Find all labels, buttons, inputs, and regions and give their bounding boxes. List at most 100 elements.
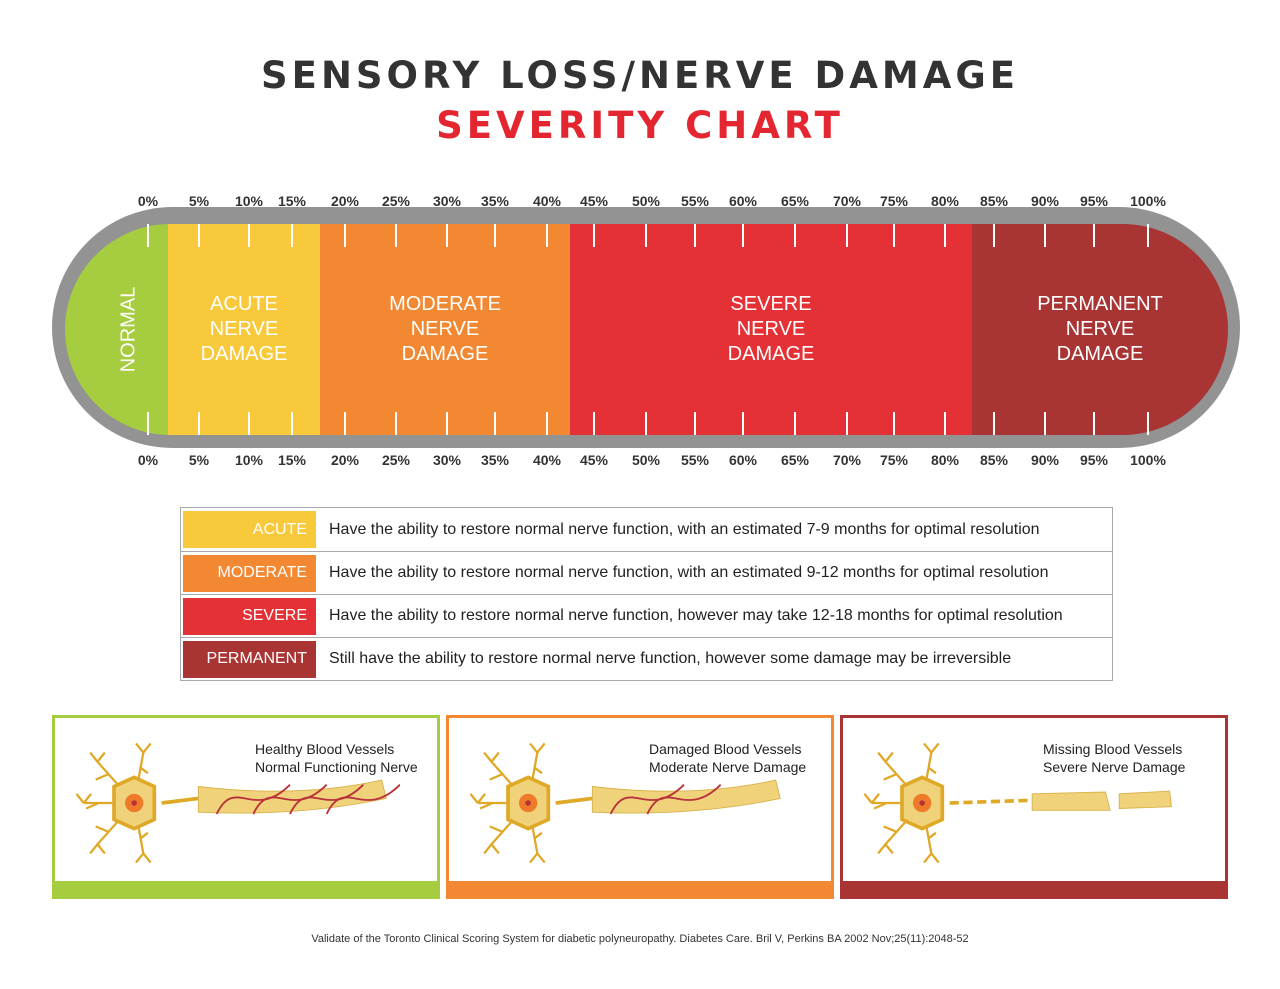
tick-label: 95% (1079, 193, 1109, 209)
tick-label: 70% (832, 193, 862, 209)
tick-mark (694, 224, 696, 247)
panel-caption-line1: Missing Blood Vessels (1043, 741, 1183, 757)
panel-caption-line2: Moderate Nerve Damage (649, 759, 807, 775)
neuron-illustration (469, 742, 781, 864)
nerve-panel: Healthy Blood Vessels Normal Functioning … (52, 715, 440, 899)
tick-mark (446, 412, 448, 435)
tick-mark (395, 224, 397, 247)
tick-label: 95% (1079, 452, 1109, 468)
tick-label: 65% (780, 193, 810, 209)
tick-label: 30% (432, 452, 462, 468)
segment-permanent: PERMANENT NERVE DAMAGE (972, 224, 1228, 435)
legend-label: ACUTE (183, 511, 316, 548)
legend-description: Have the ability to restore normal nerve… (329, 564, 1049, 581)
tick-label: 100% (1130, 452, 1166, 468)
tick-label: 0% (137, 452, 159, 468)
tick-label: 10% (234, 452, 264, 468)
legend-description: Still have the ability to restore normal… (329, 650, 1012, 667)
tick-mark (846, 412, 848, 435)
tick-label: 90% (1030, 193, 1060, 209)
tick-label: 60% (728, 452, 758, 468)
panel-caption: Missing Blood Vessels Severe Nerve Damage (1043, 740, 1185, 776)
tick-mark (742, 412, 744, 435)
panel-caption: Healthy Blood Vessels Normal Functioning … (255, 740, 418, 776)
tick-label: 45% (579, 452, 609, 468)
tick-label: 50% (631, 193, 661, 209)
panel-caption-line1: Healthy Blood Vessels (255, 741, 395, 757)
nerve-panel: Damaged Blood Vessels Moderate Nerve Dama… (446, 715, 834, 899)
panel-color-bar (52, 881, 440, 899)
neuron-illustration (863, 742, 1173, 864)
tick-mark (198, 224, 200, 247)
legend-row: ACUTE Have the ability to restore normal … (181, 508, 1112, 551)
tick-mark (546, 224, 548, 247)
legend-row: SEVERE Have the ability to restore normal… (181, 594, 1112, 637)
tick-label: 15% (277, 193, 307, 209)
tick-mark (993, 224, 995, 247)
severity-segments: NORMAL ACUTE NERVE DAMAGE MODERATE NERVE D… (65, 224, 1228, 435)
tick-mark (291, 224, 293, 247)
panel-caption-line1: Damaged Blood Vessels (649, 741, 802, 757)
legend-label: PERMANENT (183, 640, 316, 678)
tick-label: 90% (1030, 452, 1060, 468)
tick-mark (1147, 224, 1149, 247)
tick-mark (794, 224, 796, 247)
tick-mark (344, 412, 346, 435)
tick-label: 0% (137, 193, 159, 209)
tick-label: 55% (680, 452, 710, 468)
tick-label: 75% (879, 452, 909, 468)
tick-label: 20% (330, 193, 360, 209)
segment-normal: NORMAL (65, 224, 168, 435)
tick-mark (944, 412, 946, 435)
segment-label: NORMAL (117, 286, 140, 373)
tick-label: 100% (1130, 193, 1166, 209)
tick-mark (248, 224, 250, 247)
tick-label: 85% (979, 452, 1009, 468)
segment-label: ACUTE NERVE DAMAGE (200, 293, 288, 365)
tick-label: 30% (432, 193, 462, 209)
tick-label: 50% (631, 452, 661, 468)
segment-label: MODERATE NERVE DAMAGE (389, 293, 501, 365)
tick-label: 55% (680, 193, 710, 209)
segment-acute: ACUTE NERVE DAMAGE (168, 224, 320, 435)
tick-mark (147, 224, 149, 247)
legend-label: SEVERE (183, 597, 316, 635)
tick-label: 40% (532, 193, 562, 209)
tick-label: 25% (381, 193, 411, 209)
tick-mark (645, 412, 647, 435)
tick-label: 75% (879, 193, 909, 209)
citation: Validate of the Toronto Clinical Scoring… (311, 933, 969, 945)
tick-mark (494, 412, 496, 435)
tick-mark (248, 412, 250, 435)
tick-label: 15% (277, 452, 307, 468)
tick-mark (1093, 412, 1095, 435)
tick-label: 5% (188, 193, 210, 209)
tick-label: 40% (532, 452, 562, 468)
tick-label: 10% (234, 193, 264, 209)
tick-mark (1044, 224, 1046, 247)
tick-mark (893, 224, 895, 247)
segment-severe: SEVERE NERVE DAMAGE (570, 224, 972, 435)
tick-mark (694, 412, 696, 435)
tick-label: 20% (330, 452, 360, 468)
tick-label: 85% (979, 193, 1009, 209)
tick-mark (494, 224, 496, 247)
title: SENSORY LOSS/NERVE DAMAGE (261, 54, 1019, 97)
legend-label: MODERATE (183, 554, 316, 592)
panel-caption-line2: Normal Functioning Nerve (255, 759, 418, 775)
tick-mark (395, 412, 397, 435)
tick-label: 80% (930, 193, 960, 209)
panel-color-bar (446, 881, 834, 899)
tick-mark (1147, 412, 1149, 435)
legend-table: ACUTE Have the ability to restore normal … (180, 507, 1113, 681)
subtitle: SEVERITY CHART (436, 104, 844, 147)
tick-mark (893, 412, 895, 435)
panel-caption-line2: Severe Nerve Damage (1043, 759, 1186, 775)
tick-mark (1044, 412, 1046, 435)
tick-label: 35% (480, 193, 510, 209)
legend-row: MODERATE Have the ability to restore norm… (181, 551, 1112, 594)
legend-description: Have the ability to restore normal nerve… (329, 520, 1040, 538)
panel-color-bar (840, 881, 1228, 899)
tick-label: 80% (930, 452, 960, 468)
tick-mark (944, 224, 946, 247)
